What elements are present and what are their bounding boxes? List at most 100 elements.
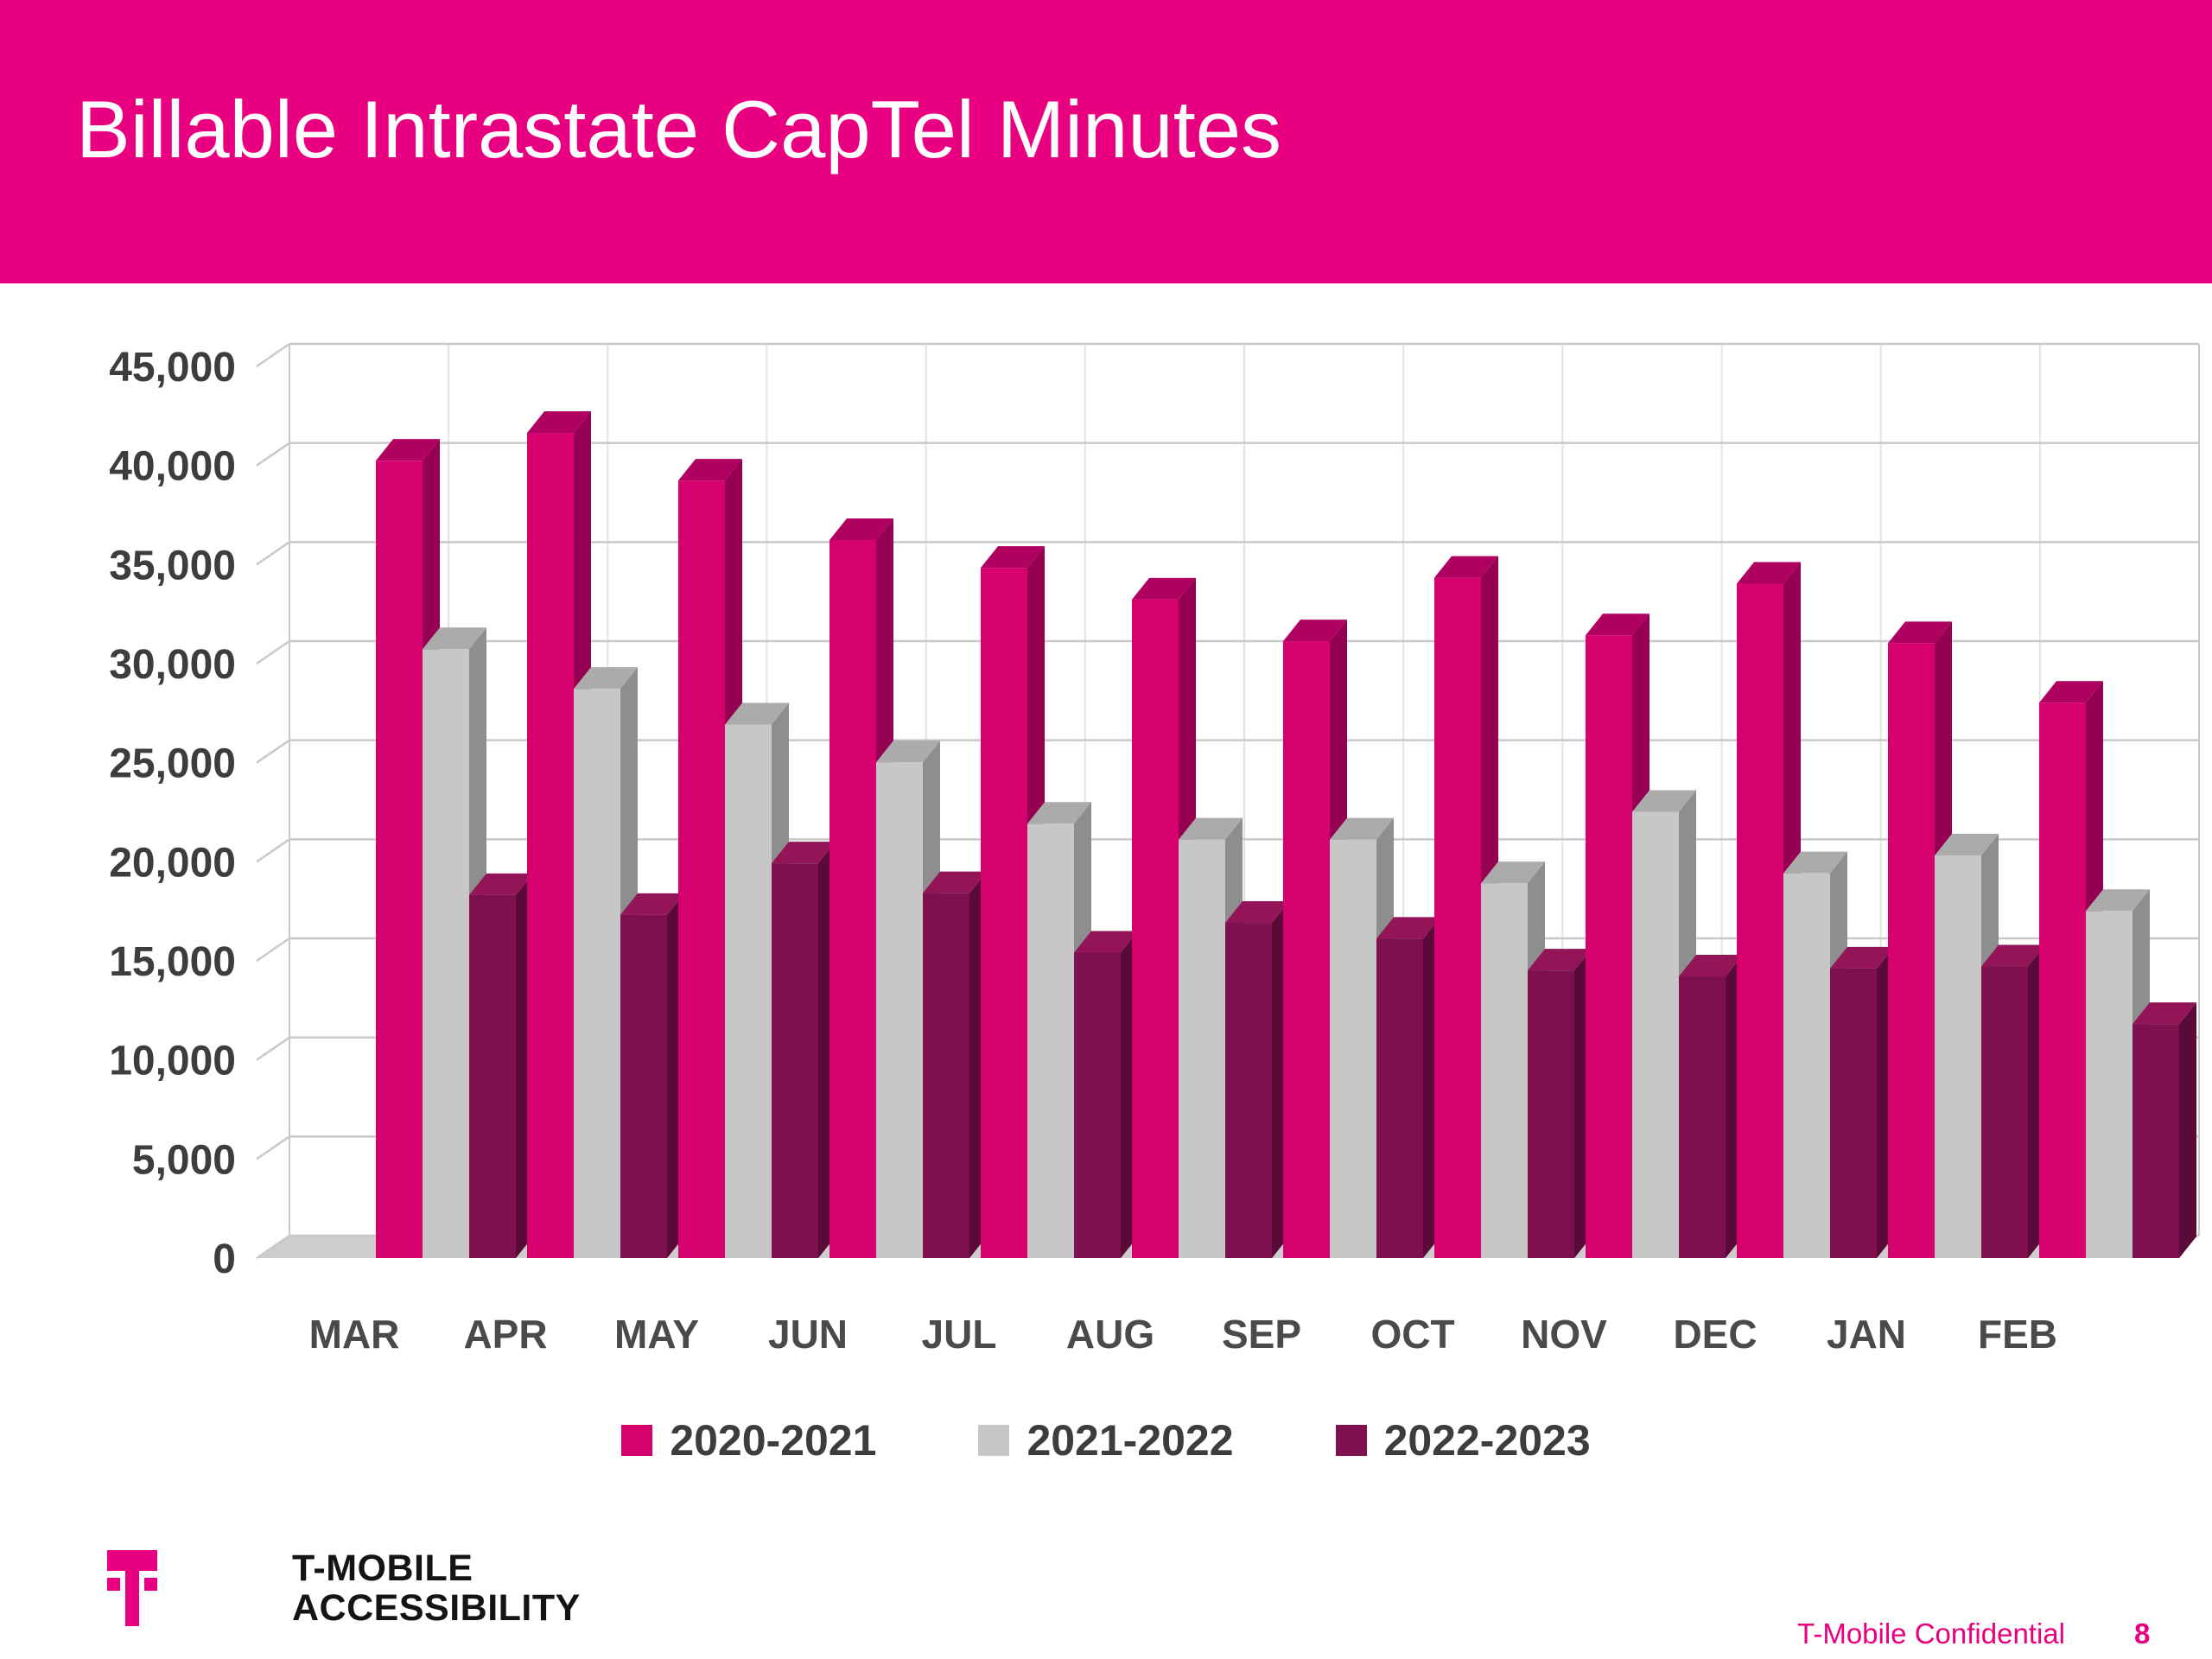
y-axis-tick-label: 45,000 bbox=[109, 345, 236, 391]
bar-2021-2022-SEP bbox=[1330, 839, 1376, 1258]
bar-top-2022-2023-JUN bbox=[923, 871, 987, 893]
axis-tick bbox=[256, 541, 290, 566]
bar-top-2021-2022-JAN bbox=[1935, 834, 1999, 856]
bar-top-2021-2022-DEC bbox=[1783, 851, 1847, 874]
t-mobile-logo-icon bbox=[107, 1550, 157, 1626]
x-axis-label: DEC bbox=[1673, 1312, 1757, 1357]
bar-top-2022-2023-OCT bbox=[1528, 949, 1592, 971]
bar-top-2020-2021-APR bbox=[527, 411, 591, 434]
bar-2020-2021-FEB bbox=[2039, 702, 2086, 1258]
bar-2022-2023-JUN bbox=[923, 893, 969, 1258]
x-axis-label: AUG bbox=[1066, 1312, 1154, 1357]
x-axis-label: APR bbox=[463, 1312, 547, 1357]
axis-tick bbox=[256, 838, 290, 863]
bar-top-2022-2023-SEP bbox=[1376, 917, 1440, 939]
bar-2020-2021-DEC bbox=[1737, 583, 1783, 1258]
bar-top-2020-2021-OCT bbox=[1434, 556, 1498, 578]
bar-top-2020-2021-SEP bbox=[1283, 620, 1347, 642]
bar-top-2020-2021-JAN bbox=[1888, 621, 1952, 644]
y-axis-tick-label: 25,000 bbox=[109, 741, 236, 787]
brand-line2: ACCESSIBILITY bbox=[292, 1587, 581, 1629]
chart-legend: 2020-2021 2021-2022 2022-2023 bbox=[0, 1415, 2212, 1465]
bar-2021-2022-OCT bbox=[1481, 883, 1528, 1258]
bar-2021-2022-MAR bbox=[423, 649, 469, 1258]
bar-top-2020-2021-JUL bbox=[981, 546, 1045, 569]
bar-top-2022-2023-FEB bbox=[2133, 1002, 2196, 1025]
axis-tick bbox=[256, 937, 290, 963]
title-banner: Billable Intrastate CapTel Minutes bbox=[0, 0, 2212, 283]
bar-2021-2022-NOV bbox=[1632, 811, 1679, 1258]
bar-2022-2023-APR bbox=[620, 914, 667, 1258]
bar-2020-2021-AUG bbox=[1132, 599, 1179, 1258]
bar-top-2020-2021-JUN bbox=[830, 518, 893, 541]
legend-label: 2022-2023 bbox=[1383, 1416, 1591, 1465]
bar-top-2020-2021-DEC bbox=[1737, 562, 1801, 584]
legend-label: 2021-2022 bbox=[1027, 1416, 1234, 1465]
bar-2021-2022-AUG bbox=[1179, 839, 1225, 1258]
y-axis-tick-label: 10,000 bbox=[109, 1039, 236, 1084]
page-number: 8 bbox=[2134, 1618, 2151, 1649]
logo-left-square bbox=[107, 1578, 120, 1591]
bar-top-2021-2022-SEP bbox=[1330, 817, 1394, 840]
y-axis-tick-label: 20,000 bbox=[109, 840, 236, 886]
bar-top-2021-2022-MAR bbox=[423, 627, 486, 650]
bar-top-2022-2023-AUG bbox=[1225, 901, 1289, 924]
bar-top-2020-2021-MAR bbox=[376, 439, 440, 461]
legend-item: 2022-2023 bbox=[1335, 1415, 1591, 1465]
bar-2022-2023-JUL bbox=[1074, 952, 1121, 1258]
bar-2022-2023-MAR bbox=[469, 894, 516, 1258]
bar-top-2022-2023-MAR bbox=[469, 873, 533, 895]
bar-top-2020-2021-FEB bbox=[2039, 681, 2103, 703]
x-axis-label: MAY bbox=[614, 1312, 699, 1357]
y-axis-tick-label: 30,000 bbox=[109, 642, 236, 688]
bar-2020-2021-JUL bbox=[981, 568, 1027, 1258]
axis-tick bbox=[256, 739, 290, 764]
legend-swatch-2020-2021 bbox=[621, 1425, 653, 1456]
bar-top-2020-2021-NOV bbox=[1586, 613, 1649, 636]
axis-tick bbox=[256, 1036, 290, 1061]
x-axis-label: NOV bbox=[1521, 1312, 1607, 1357]
bar-2020-2021-NOV bbox=[1586, 635, 1632, 1258]
bar-top-2022-2023-MAY bbox=[772, 842, 836, 864]
bar-top-2022-2023-APR bbox=[620, 893, 684, 915]
bar-2021-2022-MAY bbox=[725, 724, 772, 1258]
confidential-note: T-Mobile Confidential bbox=[1797, 1618, 2065, 1649]
logo-right-square bbox=[144, 1578, 157, 1591]
bar-top-2021-2022-MAY bbox=[725, 702, 789, 725]
bar-top-2021-2022-JUN bbox=[876, 741, 940, 763]
legend-item: 2020-2021 bbox=[621, 1415, 876, 1465]
x-axis-label: OCT bbox=[1370, 1312, 1454, 1357]
legend-swatch-2021-2022 bbox=[978, 1425, 1010, 1456]
y-axis-tick-label: 0 bbox=[213, 1236, 236, 1282]
bar-2021-2022-APR bbox=[574, 689, 620, 1258]
bar-top-2022-2023-NOV bbox=[1679, 955, 1743, 977]
x-axis-label: JAN bbox=[1827, 1312, 1906, 1357]
x-axis-label: FEB bbox=[1978, 1312, 2057, 1357]
bar-top-2021-2022-OCT bbox=[1481, 861, 1545, 884]
bar-2022-2023-OCT bbox=[1528, 970, 1574, 1258]
legend-label: 2020-2021 bbox=[670, 1416, 877, 1465]
legend-item: 2021-2022 bbox=[978, 1415, 1234, 1465]
axis-tick bbox=[256, 1135, 290, 1160]
bar-2021-2022-JAN bbox=[1935, 855, 1981, 1258]
logo-stem bbox=[125, 1550, 139, 1626]
x-axis-label: JUL bbox=[922, 1312, 997, 1357]
x-axis-label: SEP bbox=[1222, 1312, 1301, 1357]
bar-2021-2022-DEC bbox=[1783, 873, 1830, 1258]
axis-tick bbox=[256, 639, 290, 665]
bar-top-2020-2021-MAY bbox=[678, 459, 742, 481]
y-axis-tick-label: 40,000 bbox=[109, 444, 236, 490]
bar-top-2021-2022-NOV bbox=[1632, 790, 1696, 812]
legend-swatch-2022-2023 bbox=[1335, 1425, 1367, 1456]
bar-side-2022-2023-FEB bbox=[2179, 1002, 2196, 1258]
x-axis-label: MAR bbox=[309, 1312, 400, 1357]
bar-2021-2022-JUL bbox=[1027, 823, 1074, 1258]
y-axis-tick-label: 35,000 bbox=[109, 543, 236, 588]
bar-2022-2023-MAY bbox=[772, 863, 818, 1258]
bar-top-2022-2023-JAN bbox=[1981, 944, 2045, 967]
bar-2020-2021-MAR bbox=[376, 461, 423, 1258]
bar-2022-2023-NOV bbox=[1679, 976, 1726, 1258]
bar-2022-2023-SEP bbox=[1376, 938, 1423, 1258]
